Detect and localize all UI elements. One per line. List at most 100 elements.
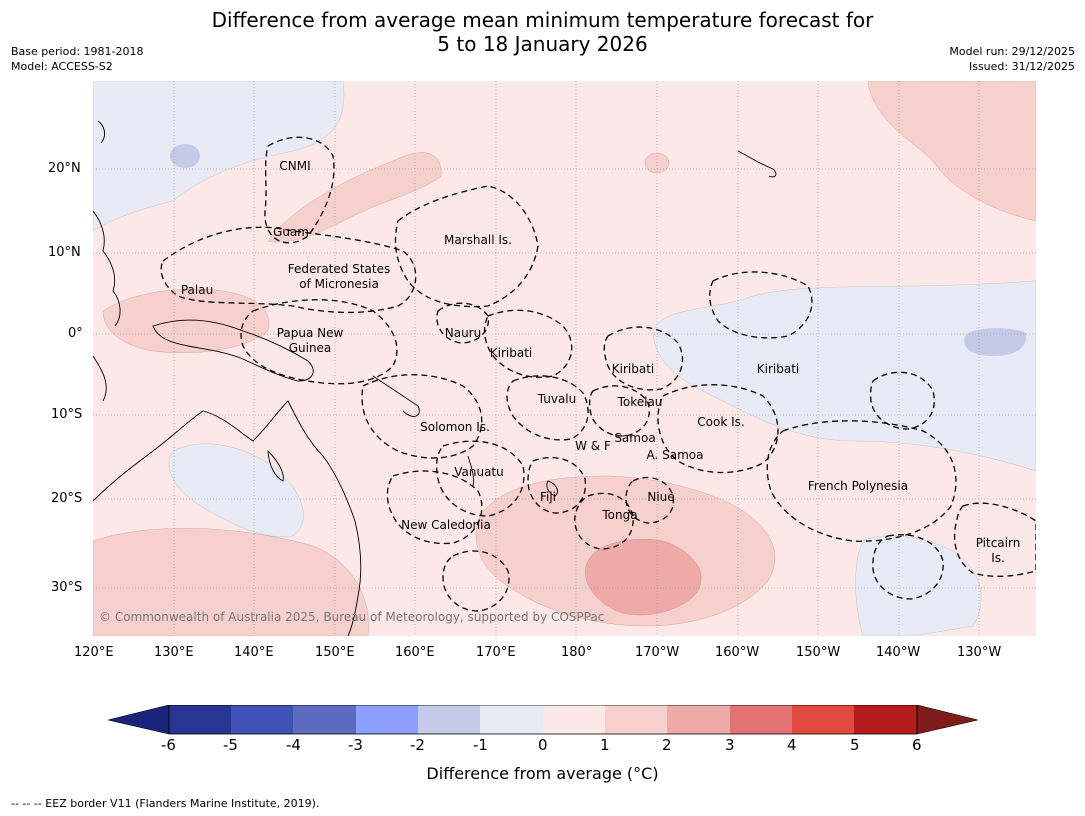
anomaly-north-west-blue-core <box>170 144 200 168</box>
colorbar-bin-0 <box>169 705 231 734</box>
hawaii-coast <box>737 150 777 178</box>
anomaly-southwest-blue <box>168 443 304 537</box>
base-period: Base period: 1981-2018 <box>11 45 144 58</box>
label-solomon-is: Solomon Is. <box>420 420 490 434</box>
cb-tick-1: 1 <box>600 736 610 754</box>
vanuatu-coast <box>467 455 474 487</box>
colorbar-bin-1 <box>231 705 293 734</box>
forecast-map: CNMI Guam Marshall Is. Federated States … <box>93 81 1036 636</box>
colorbar-bin-9 <box>730 705 792 734</box>
y-tick-0: 0° <box>68 326 83 341</box>
y-tick-30s: 30°S <box>51 580 83 595</box>
anomaly-east-blue-core <box>964 328 1027 356</box>
label-fsm-line1: Federated States <box>288 262 390 276</box>
new-caledonia-coast <box>267 449 284 482</box>
cb-tick-2: 2 <box>662 736 672 754</box>
label-fiji: Fiji <box>540 490 556 504</box>
borneo-coast <box>93 355 107 402</box>
label-wallis-futuna: W & F <box>575 439 611 453</box>
title-line-1: Difference from average mean minimum tem… <box>211 8 874 32</box>
map-title: Difference from average mean minimum tem… <box>0 8 1085 56</box>
colorbar-bin-10 <box>792 705 854 734</box>
eez-footnote: -- -- -- EEZ border V11 (Flanders Marine… <box>11 797 320 810</box>
label-french-polynesia: French Polynesia <box>808 479 908 493</box>
x-tick-140w: 140°W <box>876 645 921 660</box>
cb-tick-6: 6 <box>912 736 922 754</box>
x-tick-160w: 160°W <box>715 645 760 660</box>
anomaly-micronesia-warm <box>267 152 442 243</box>
colorbar-bin-2 <box>293 705 356 734</box>
title-line-2: 5 to 18 January 2026 <box>437 32 648 56</box>
meta-right: Model run: 29/12/2025 Issued: 31/12/2025 <box>949 44 1075 74</box>
cb-tick-m1: -1 <box>473 736 488 754</box>
colorbar-bin-3 <box>356 705 418 734</box>
colorbar-bin-11 <box>854 705 917 734</box>
label-new-caledonia: New Caledonia <box>401 518 491 532</box>
label-kiribati-central: Kiribati <box>612 362 654 376</box>
colorbar-bin-7 <box>605 705 667 734</box>
label-tuvalu: Tuvalu <box>537 392 577 406</box>
map-gridlines <box>93 81 1036 636</box>
x-tick-170e: 170°E <box>476 645 516 660</box>
label-fsm-line2: of Micronesia <box>299 277 379 291</box>
x-tick-170w: 170°W <box>635 645 680 660</box>
philippines-coast <box>93 210 121 327</box>
y-tick-10s: 10°S <box>51 407 83 422</box>
solomon-is-coast <box>372 375 420 417</box>
colorbar-bin-5 <box>480 705 543 734</box>
cb-tick-m4: -4 <box>286 736 301 754</box>
x-tick-130w: 130°W <box>957 645 1002 660</box>
copyright-notice: © Commonwealth of Australia 2025, Bureau… <box>99 610 604 624</box>
cb-tick-m5: -5 <box>223 736 238 754</box>
colorbar-bin-4 <box>418 705 480 734</box>
place-labels: CNMI Guam Marshall Is. Federated States … <box>181 159 1020 565</box>
label-nauru: Nauru <box>445 326 481 340</box>
meta-left: Base period: 1981-2018 Model: ACCESS-S2 <box>11 44 143 74</box>
label-pitcairn-line1: Pitcairn <box>976 536 1021 550</box>
x-tick-150w: 150°W <box>796 645 841 660</box>
x-tick-120e: 120°E <box>74 645 114 660</box>
cb-tick-m2: -2 <box>410 736 425 754</box>
cb-tick-4: 4 <box>787 736 797 754</box>
label-kiribati-east: Kiribati <box>757 362 799 376</box>
model-run: Model run: 29/12/2025 <box>949 45 1075 58</box>
x-tick-150e: 150°E <box>315 645 355 660</box>
colorbar <box>108 705 978 735</box>
anomaly-png-warm <box>102 289 269 353</box>
y-tick-20s: 20°S <box>51 491 83 506</box>
label-palau: Palau <box>181 283 213 297</box>
colorbar-bin-8 <box>667 705 730 734</box>
label-american-samoa: A. Samoa <box>647 448 704 462</box>
label-tokelau: Tokelau <box>617 395 663 409</box>
x-tick-140e: 140°E <box>234 645 274 660</box>
x-tick-160e: 160°E <box>395 645 435 660</box>
cb-tick-3: 3 <box>725 736 735 754</box>
cb-tick-5: 5 <box>850 736 860 754</box>
label-cnmi: CNMI <box>279 159 310 173</box>
taiwan-coast <box>97 120 105 144</box>
colorbar-bin-6 <box>543 705 605 734</box>
label-tonga: Tonga <box>601 508 637 522</box>
anomaly-east-blue <box>652 280 1036 472</box>
anomaly-north-west-blue <box>93 81 345 232</box>
anomaly-australia-warm <box>93 528 369 636</box>
cb-tick-0: 0 <box>538 736 548 754</box>
label-vanuatu: Vanuatu <box>454 465 504 479</box>
coastlines <box>93 120 777 636</box>
label-kiribati-west: Kiribati <box>490 346 532 360</box>
x-tick-180: 180° <box>561 645 593 660</box>
label-marshall-is: Marshall Is. <box>444 233 512 247</box>
label-pitcairn-line2: Is. <box>991 551 1005 565</box>
label-cook-is: Cook Is. <box>697 415 744 429</box>
colorbar-extend-high <box>916 705 978 735</box>
australia-coast <box>93 400 362 636</box>
anomaly-south-warm-core <box>585 539 702 616</box>
colorbar-frame <box>168 705 918 735</box>
colorbar-extend-low <box>108 705 170 735</box>
label-png-line2: Guinea <box>289 341 332 355</box>
issued-date: Issued: 31/12/2025 <box>968 60 1075 73</box>
anomaly-southeast-blue <box>855 535 982 636</box>
new-guinea-coast <box>152 319 314 382</box>
label-guam: Guam <box>273 225 309 239</box>
label-niue: Niue <box>647 490 674 504</box>
